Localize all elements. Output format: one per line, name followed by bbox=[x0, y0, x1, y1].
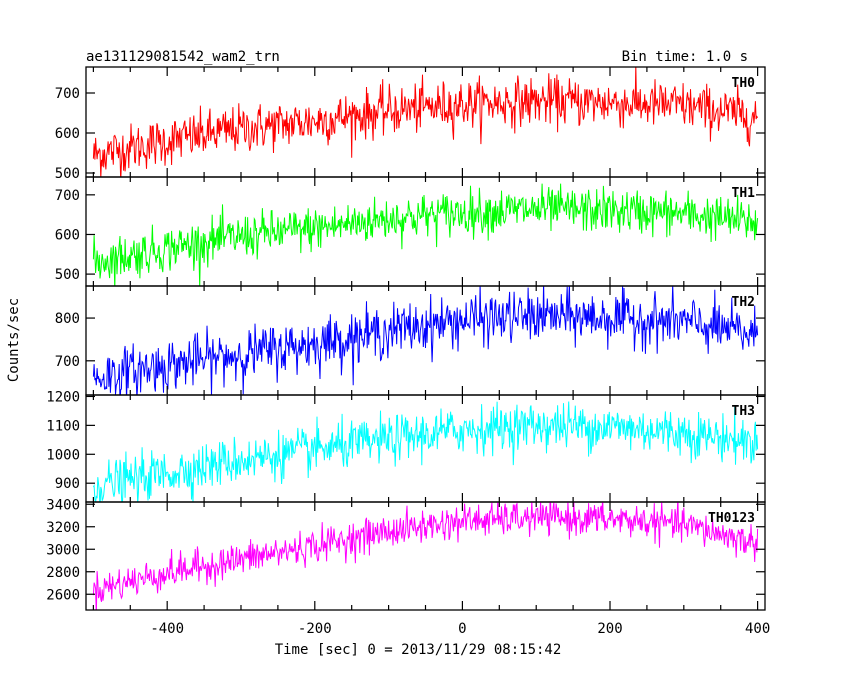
panel-label-th0: TH0 bbox=[732, 76, 756, 91]
y-tick-label: 1200 bbox=[46, 389, 80, 405]
panel-label-th2: TH2 bbox=[732, 295, 755, 310]
y-tick-label: 700 bbox=[55, 188, 80, 204]
y-tick-label: 600 bbox=[55, 227, 80, 243]
panel-label-th1: TH1 bbox=[732, 186, 756, 201]
series-line-th3 bbox=[92, 401, 759, 502]
panel-frame bbox=[85, 501, 766, 611]
y-tick-label: 3000 bbox=[46, 542, 80, 558]
series-line-th0123 bbox=[92, 502, 759, 610]
y-axis-label: Counts/sec bbox=[6, 298, 22, 382]
x-tick-label: 400 bbox=[745, 621, 770, 637]
y-tick-label: 600 bbox=[55, 126, 80, 142]
bin-time-label: Bin time: 1.0 s bbox=[622, 49, 748, 65]
panel-label-th3: TH3 bbox=[732, 404, 755, 419]
y-tick-label: 500 bbox=[55, 267, 80, 283]
x-tick-label: 200 bbox=[597, 621, 622, 637]
series-line-th0 bbox=[92, 67, 759, 177]
y-tick-label: 1100 bbox=[46, 418, 80, 434]
series-line-th2 bbox=[92, 286, 759, 395]
panel-frame bbox=[85, 176, 766, 287]
figure-title: ae131129081542_wam2_trn bbox=[86, 49, 280, 65]
y-tick-label: 900 bbox=[55, 476, 80, 492]
x-axis-label: Time [sec] 0 = 2013/11/29 08:15:42 bbox=[275, 642, 562, 658]
series-line-th1 bbox=[92, 183, 759, 286]
y-tick-label: 500 bbox=[55, 166, 80, 182]
panel-frame bbox=[85, 66, 766, 178]
y-tick-label: 700 bbox=[55, 354, 80, 370]
panels-group: 500 600 700 TH0 500 600 700 TH1 700 800 TH2 900 1000… bbox=[46, 66, 770, 637]
y-tick-label: 2600 bbox=[46, 587, 80, 603]
y-tick-label: 700 bbox=[55, 86, 80, 102]
y-tick-label: 3400 bbox=[46, 497, 80, 513]
y-tick-label: 3200 bbox=[46, 520, 80, 536]
y-tick-label: 800 bbox=[55, 311, 80, 327]
x-tick-label: -400 bbox=[150, 621, 184, 637]
x-tick-label: 0 bbox=[458, 621, 466, 637]
y-tick-label: 1000 bbox=[46, 447, 80, 463]
x-tick-label: -200 bbox=[298, 621, 332, 637]
panel-label-th0123: TH0123 bbox=[708, 511, 755, 526]
y-tick-label: 2800 bbox=[46, 565, 80, 581]
